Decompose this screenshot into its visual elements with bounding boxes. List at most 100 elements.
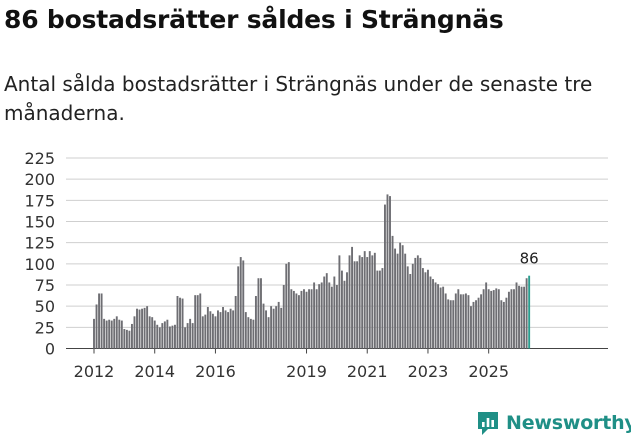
bar — [361, 257, 364, 349]
bar — [497, 289, 500, 349]
bar — [409, 273, 412, 349]
bar — [262, 303, 265, 349]
bar — [265, 310, 267, 349]
bar — [303, 289, 305, 349]
bar — [219, 312, 222, 349]
bar — [525, 278, 528, 349]
bar — [310, 289, 313, 349]
bar — [120, 320, 123, 349]
bar — [156, 324, 159, 349]
bar — [452, 300, 455, 349]
bar — [406, 266, 409, 349]
bar — [282, 285, 285, 349]
bar — [427, 269, 429, 349]
bar — [285, 263, 288, 349]
bar — [196, 295, 199, 349]
bar — [217, 310, 219, 349]
bar — [174, 324, 176, 349]
bar — [290, 289, 293, 349]
bar — [459, 294, 462, 349]
bar — [100, 293, 103, 349]
bar — [151, 317, 154, 349]
bar — [432, 279, 434, 349]
bar — [277, 301, 280, 349]
brand-name: Newsworthy — [506, 412, 631, 434]
newsworthy-icon — [478, 412, 498, 435]
bar — [257, 278, 260, 349]
bar — [381, 268, 384, 349]
bar — [249, 318, 252, 349]
bar — [449, 300, 452, 349]
bar — [520, 286, 523, 349]
bar — [368, 251, 371, 349]
bar — [353, 261, 356, 349]
bar — [325, 273, 328, 349]
bar — [186, 323, 189, 349]
bar — [199, 293, 202, 349]
bar — [340, 270, 343, 349]
bar — [467, 295, 470, 349]
bar — [384, 204, 386, 349]
y-tick-label: 150 — [24, 213, 55, 232]
bar — [146, 306, 149, 349]
bar — [244, 312, 247, 349]
bar — [103, 318, 106, 349]
bar — [166, 319, 169, 349]
x-tick-label: 2012 — [74, 362, 115, 381]
bar — [297, 295, 300, 349]
bar — [346, 272, 348, 349]
bar — [396, 253, 399, 349]
chart-title: 86 bostadsrätter såldes i Strängnäs — [4, 5, 504, 34]
bar — [128, 330, 131, 349]
bar — [260, 278, 262, 349]
bar — [315, 289, 318, 349]
bar — [232, 310, 235, 349]
bar — [348, 255, 351, 349]
bar — [411, 263, 414, 349]
bar — [505, 297, 508, 349]
bar — [98, 293, 101, 349]
bar — [163, 321, 166, 349]
y-tick-label: 200 — [24, 170, 55, 189]
bar — [376, 270, 379, 349]
y-tick-label: 0 — [45, 340, 55, 359]
bar — [272, 308, 275, 349]
bar — [108, 319, 111, 349]
bar — [366, 257, 369, 349]
bar — [113, 318, 116, 349]
bar — [123, 329, 126, 349]
bar — [464, 293, 467, 349]
y-tick-label: 25 — [35, 318, 55, 337]
bar — [209, 311, 212, 349]
bar — [500, 300, 503, 349]
chart-subtitle: Antal sålda bostadsrätter i Strängnäs un… — [4, 72, 593, 125]
bar — [224, 310, 227, 349]
bar — [295, 293, 298, 349]
bar — [328, 282, 331, 349]
bar — [179, 297, 181, 349]
bar — [143, 307, 146, 349]
bar — [363, 251, 366, 349]
x-tick-label: 2021 — [347, 362, 388, 381]
bar — [194, 295, 197, 349]
bar — [148, 316, 151, 349]
bar — [472, 301, 475, 349]
bar — [439, 287, 442, 349]
bar — [447, 299, 450, 349]
y-tick-label: 125 — [24, 234, 55, 253]
bar — [191, 323, 194, 349]
bar — [280, 307, 283, 349]
bar — [518, 285, 520, 349]
bar — [211, 313, 214, 349]
bar — [371, 255, 374, 349]
bar — [168, 326, 171, 349]
bar — [270, 306, 273, 349]
bar — [292, 290, 295, 349]
bar — [181, 298, 184, 349]
bar — [237, 266, 240, 349]
y-tick-label: 175 — [24, 191, 55, 210]
bar — [330, 286, 333, 349]
y-tick-label: 75 — [35, 276, 55, 295]
bar — [333, 276, 336, 349]
bar — [338, 255, 341, 349]
